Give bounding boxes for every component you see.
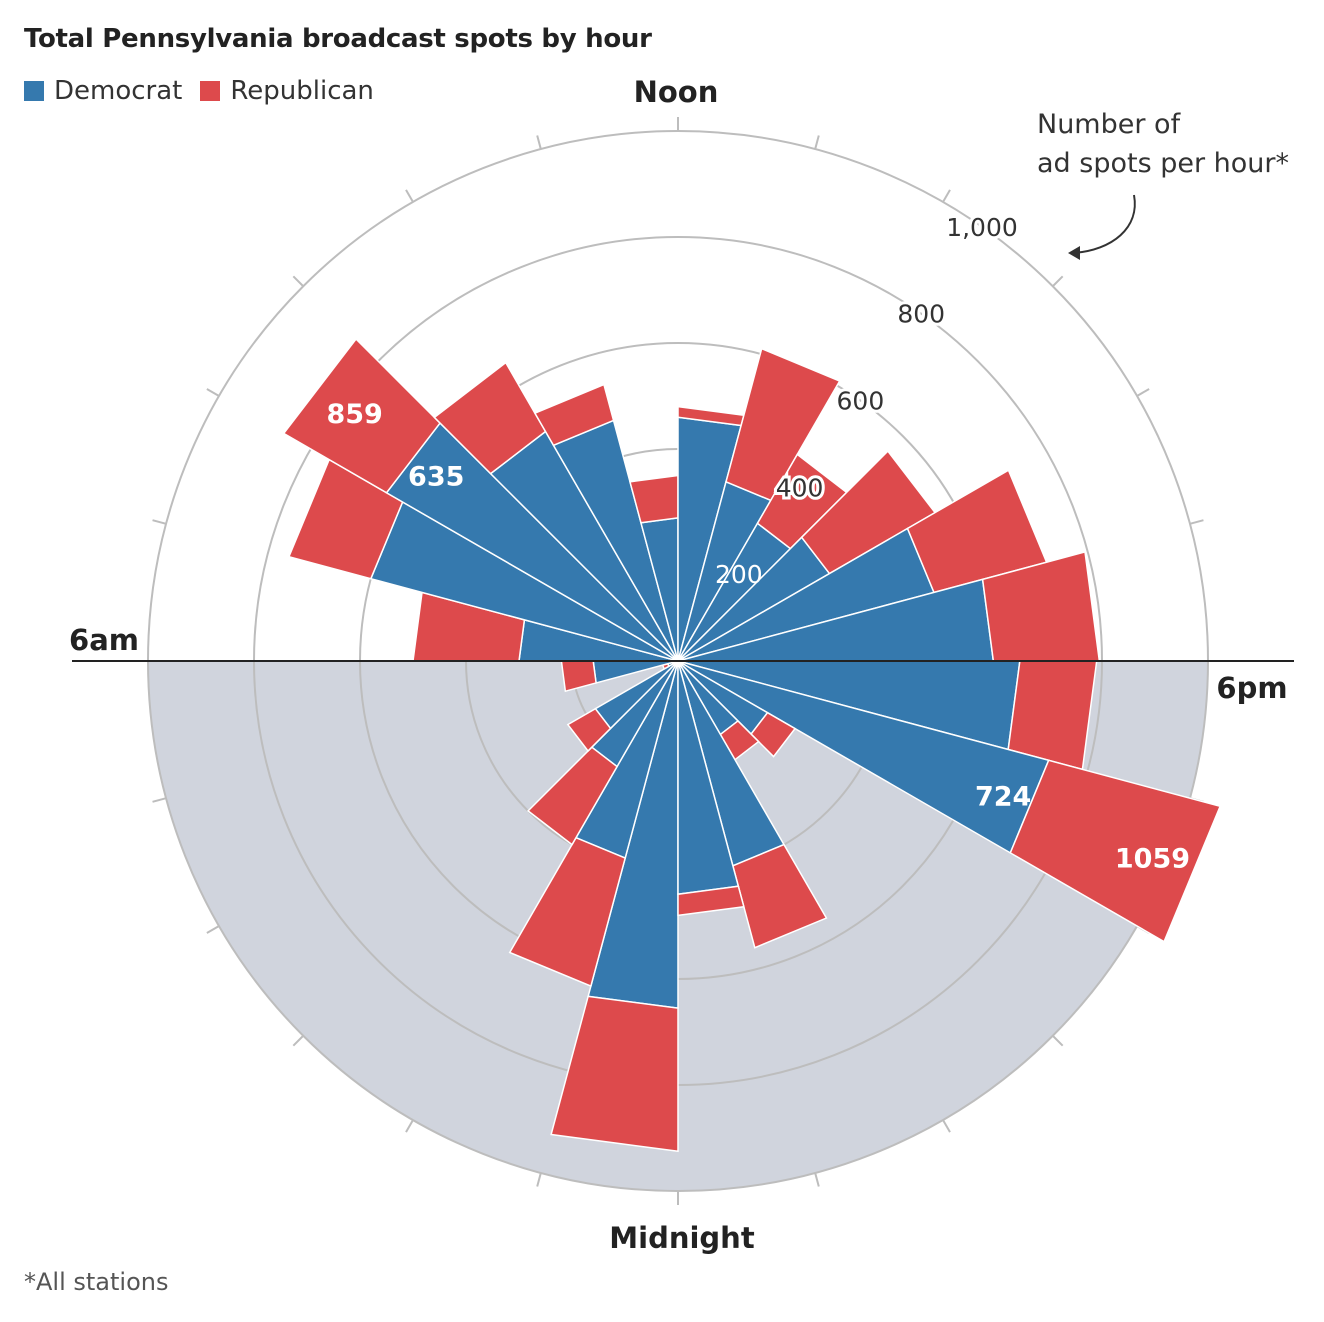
hour-tick	[152, 797, 167, 803]
hour-tick	[942, 189, 951, 203]
bar-republican-12am	[550, 995, 679, 1153]
hour-tick	[814, 135, 820, 150]
hour-tick	[942, 1119, 951, 1133]
hour-tick	[292, 1035, 304, 1047]
legend-item-republican: Republican	[200, 76, 374, 106]
hour-tick	[292, 275, 304, 287]
data-label-democrat-7pm: 724	[975, 782, 1031, 813]
axis-note-arrow	[1073, 194, 1136, 254]
hour-tick	[405, 1119, 414, 1133]
hour-tick	[536, 135, 542, 150]
hour-label-6am: 6am	[69, 623, 139, 657]
hour-tick	[1136, 388, 1150, 397]
radial-tick-label-600: 600	[837, 387, 885, 416]
bar-republican-3am	[566, 707, 612, 753]
bar-layer	[282, 337, 1222, 1153]
radial-tick-label-800: 800	[897, 300, 945, 329]
bar-republican-1pm	[725, 347, 841, 502]
chart-title: Total Pennsylvania broadcast spots by ho…	[24, 24, 652, 54]
hour-tick	[206, 388, 220, 397]
data-label-republican-7pm: 1059	[1115, 844, 1190, 875]
bar-republican-2am	[526, 746, 619, 846]
bar-republican-10am	[533, 383, 615, 447]
axis-note-line1: Number of	[1037, 109, 1182, 140]
radial-tick-label-200: 200	[715, 560, 763, 589]
bar-republican-8pm	[750, 711, 797, 758]
data-label-republican-8am: 859	[326, 399, 382, 430]
legend-swatch-republican	[200, 81, 221, 101]
bar-republican-9am	[433, 361, 547, 475]
bar-republican-8am	[282, 337, 442, 494]
hour-tick	[405, 189, 414, 203]
hour-tick	[1052, 1035, 1064, 1047]
legend: Democrat Republican	[24, 76, 392, 106]
bar-republican-11pm	[677, 885, 745, 917]
bar-republican-7pm	[1009, 759, 1222, 943]
hour-tick	[814, 1172, 820, 1187]
legend-swatch-democrat	[24, 81, 44, 101]
hour-tick	[152, 519, 167, 525]
legend-label-republican: Republican	[230, 76, 374, 106]
legend-label-democrat: Democrat	[54, 76, 183, 106]
hour-tick	[206, 925, 220, 934]
hour-tick	[1189, 519, 1204, 525]
hour-label-6pm: 6pm	[1216, 671, 1287, 705]
data-label-layer: 200 400 600 800 1,000 724 1059 635 859	[326, 210, 1190, 875]
hour-label-noon: Noon	[634, 75, 719, 109]
axis-note-line2: ad spots per hour*	[1037, 148, 1289, 179]
bar-republican-10pm	[731, 843, 828, 949]
axis-note-arrowhead	[1068, 246, 1080, 260]
radial-tick-label-1000: 1,000	[946, 213, 1018, 242]
radial-tick-label-400: 400	[776, 473, 824, 502]
legend-item-democrat: Democrat	[24, 76, 182, 106]
data-label-democrat-8am: 635	[408, 461, 464, 492]
hour-tick	[1052, 275, 1064, 287]
hour-label-midnight: Midnight	[609, 1221, 755, 1255]
bar-republican-1am	[508, 836, 627, 988]
axis-layer: Noon 6pm 6am Midnight Number of ad spots…	[69, 75, 1294, 1255]
hour-tick	[536, 1172, 542, 1187]
footnote: *All stations	[24, 1268, 169, 1296]
